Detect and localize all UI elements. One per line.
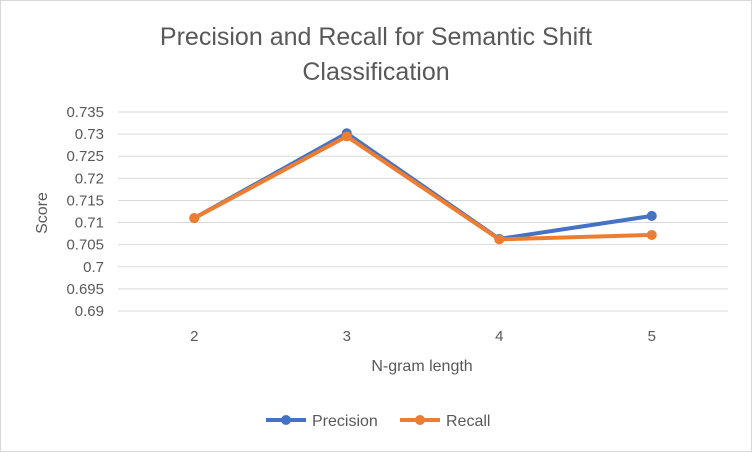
legend-label-recall: Recall (446, 413, 490, 430)
data-point-recall (189, 213, 200, 224)
chart-title-line-2: Classification (302, 58, 449, 86)
x-tick-label: 5 (648, 328, 656, 345)
legend: Precision Recall (266, 413, 490, 430)
y-tick-label: 0.725 (66, 148, 104, 165)
x-axis-title: N-gram length (371, 358, 472, 375)
x-tick-label: 4 (495, 328, 503, 345)
y-tick-label: 0.72 (75, 170, 104, 187)
chart-title-line-1: Precision and Recall for Semantic Shift (160, 23, 592, 51)
gridlines (118, 111, 728, 312)
legend-marker-precision (281, 415, 291, 425)
data-point-recall (341, 131, 352, 142)
y-tick-label: 0.695 (66, 281, 104, 298)
x-axis-ticks: 2 3 4 5 (190, 328, 656, 345)
y-tick-label: 0.7 (83, 259, 104, 276)
legend-label-precision: Precision (312, 413, 378, 430)
y-axis-ticks: 0.69 0.695 0.7 0.705 0.71 0.715 0.72 0.725 0.73 0… (66, 104, 104, 320)
data-point-recall (646, 229, 657, 240)
x-tick-label: 2 (190, 328, 198, 345)
data-point-precision (646, 210, 657, 221)
y-tick-label: 0.69 (75, 303, 104, 320)
y-axis-title: Score (34, 192, 51, 234)
y-tick-label: 0.73 (75, 126, 104, 143)
series-group (189, 128, 657, 245)
y-tick-label: 0.71 (75, 215, 104, 232)
legend-marker-recall (415, 415, 425, 425)
data-point-recall (494, 234, 505, 245)
y-tick-label: 0.715 (66, 192, 104, 209)
x-tick-label: 3 (343, 328, 351, 345)
y-tick-label: 0.735 (66, 104, 104, 121)
y-tick-label: 0.705 (66, 237, 104, 254)
series-line-recall (192, 134, 654, 242)
